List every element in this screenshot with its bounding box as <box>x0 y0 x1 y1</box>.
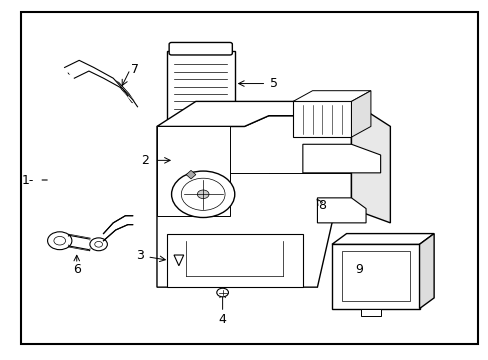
Polygon shape <box>69 235 89 249</box>
Circle shape <box>47 232 72 249</box>
Polygon shape <box>351 102 389 223</box>
Polygon shape <box>157 102 351 126</box>
Polygon shape <box>292 91 370 102</box>
Circle shape <box>90 238 107 251</box>
FancyBboxPatch shape <box>169 42 232 55</box>
Circle shape <box>181 178 224 210</box>
FancyBboxPatch shape <box>169 148 232 160</box>
Polygon shape <box>157 126 229 216</box>
Polygon shape <box>103 216 132 241</box>
Text: 7: 7 <box>131 63 139 76</box>
Polygon shape <box>166 234 302 287</box>
Text: 2: 2 <box>141 154 148 167</box>
Text: 4: 4 <box>218 313 226 326</box>
Text: 3: 3 <box>136 248 143 261</box>
Polygon shape <box>64 60 137 107</box>
Text: 1-: 1- <box>22 174 34 186</box>
Polygon shape <box>331 234 433 244</box>
Polygon shape <box>186 170 196 179</box>
Polygon shape <box>157 116 351 287</box>
Polygon shape <box>302 144 380 173</box>
Circle shape <box>171 171 234 217</box>
Bar <box>341 251 409 301</box>
Polygon shape <box>292 102 351 137</box>
Polygon shape <box>174 255 183 266</box>
Polygon shape <box>317 198 366 223</box>
Polygon shape <box>361 309 380 316</box>
Polygon shape <box>419 234 433 309</box>
Circle shape <box>216 288 228 297</box>
Text: 8: 8 <box>318 198 325 212</box>
Text: 5: 5 <box>269 77 277 90</box>
Text: 6: 6 <box>73 263 81 276</box>
Bar <box>331 244 419 309</box>
Circle shape <box>197 190 208 199</box>
Text: 9: 9 <box>354 263 362 276</box>
Polygon shape <box>351 91 370 137</box>
